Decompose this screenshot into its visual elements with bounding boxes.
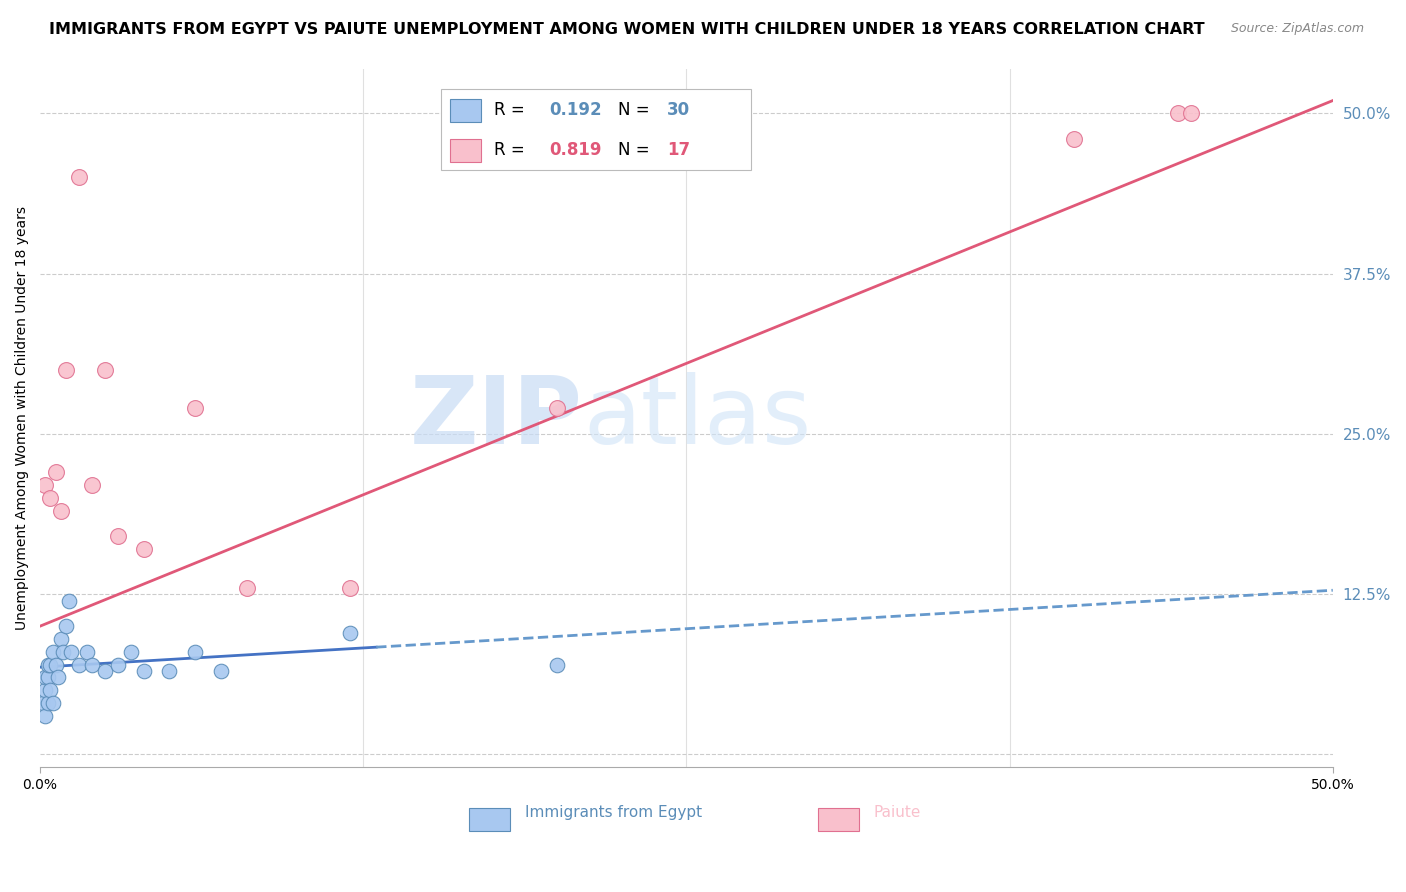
Point xyxy=(80,478,103,492)
Point xyxy=(37,670,59,684)
Point xyxy=(49,632,72,646)
Point xyxy=(52,645,75,659)
Point xyxy=(546,401,568,416)
Text: Source: ZipAtlas.com: Source: ZipAtlas.com xyxy=(1230,22,1364,36)
Y-axis label: Unemployment Among Women with Children Under 18 years: Unemployment Among Women with Children U… xyxy=(15,206,30,630)
Point xyxy=(34,670,56,684)
Point xyxy=(37,657,59,672)
Text: ZIP: ZIP xyxy=(411,372,583,464)
Point xyxy=(45,466,67,480)
Point xyxy=(42,696,65,710)
Text: atlas: atlas xyxy=(583,372,811,464)
Point xyxy=(46,670,69,684)
Point xyxy=(80,657,103,672)
Point xyxy=(546,657,568,672)
Point xyxy=(93,363,115,377)
Point xyxy=(184,645,207,659)
Point xyxy=(339,625,361,640)
Point xyxy=(31,696,53,710)
Point xyxy=(37,696,59,710)
Text: IMMIGRANTS FROM EGYPT VS PAIUTE UNEMPLOYMENT AMONG WOMEN WITH CHILDREN UNDER 18 : IMMIGRANTS FROM EGYPT VS PAIUTE UNEMPLOY… xyxy=(49,22,1205,37)
Point xyxy=(39,657,62,672)
Text: Paiute: Paiute xyxy=(875,805,921,820)
Point xyxy=(209,664,232,678)
Text: Immigrants from Egypt: Immigrants from Egypt xyxy=(524,805,702,820)
Point xyxy=(93,664,115,678)
Point xyxy=(49,504,72,518)
Point xyxy=(55,619,77,633)
Point xyxy=(120,645,142,659)
Point xyxy=(39,491,62,505)
Point xyxy=(1063,132,1085,146)
Point xyxy=(34,683,56,698)
Point xyxy=(236,581,259,595)
Point xyxy=(339,581,361,595)
Point xyxy=(60,645,83,659)
Point xyxy=(67,657,90,672)
Point xyxy=(132,542,155,557)
Point xyxy=(67,170,90,185)
Point xyxy=(55,363,77,377)
Point xyxy=(1167,106,1189,120)
Point xyxy=(42,645,65,659)
Point xyxy=(34,709,56,723)
Point xyxy=(45,657,67,672)
Point xyxy=(184,401,207,416)
Point xyxy=(107,529,129,543)
Point xyxy=(76,645,98,659)
Point xyxy=(157,664,180,678)
Point xyxy=(39,683,62,698)
Point xyxy=(132,664,155,678)
Point xyxy=(34,478,56,492)
Point xyxy=(58,593,80,607)
Point xyxy=(1180,106,1202,120)
Point xyxy=(107,657,129,672)
